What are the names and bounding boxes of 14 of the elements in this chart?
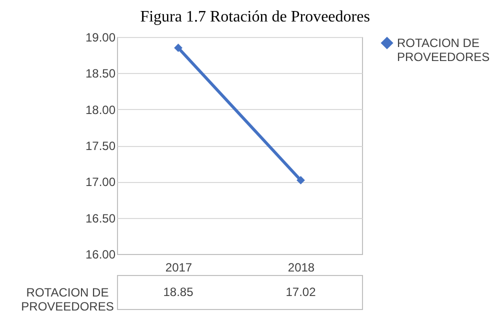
y-tick-label: 19.00 [85, 30, 116, 44]
y-tick-label: 16.50 [85, 211, 116, 226]
legend-label: ROTACION DE PROVEEDORES [397, 36, 490, 64]
chart-title: Figura 1.7 Rotación de Proveedores [140, 8, 370, 26]
x-tick-label: 2018 [288, 260, 315, 274]
data-label: 18.85 [163, 285, 194, 299]
y-tick-label: 16.00 [85, 248, 116, 262]
y-tick-label: 17.50 [85, 139, 116, 153]
y-tick-label: 17.00 [85, 175, 116, 190]
y-tick-label: 18.00 [85, 102, 116, 117]
x-tick-label: 2017 [165, 260, 192, 274]
data-label: 17.02 [286, 285, 316, 299]
text: ROTACION DE PROVEEDORES [21, 286, 114, 314]
y-tick-label: 18.50 [85, 66, 116, 81]
